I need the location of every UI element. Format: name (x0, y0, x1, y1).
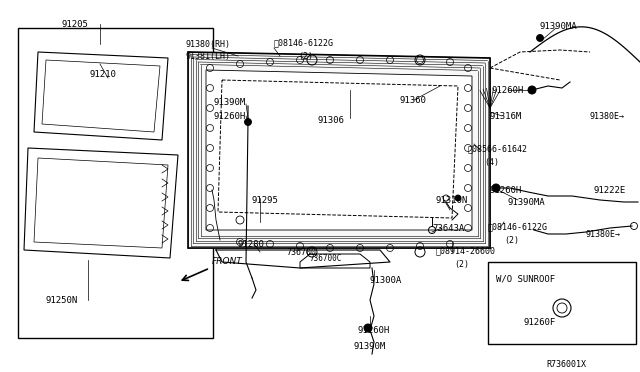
Text: Ⓢ08566-61642: Ⓢ08566-61642 (468, 144, 528, 153)
Text: 91250N: 91250N (46, 296, 78, 305)
Text: (2): (2) (298, 52, 313, 61)
Text: 91205: 91205 (62, 20, 89, 29)
Circle shape (492, 184, 500, 192)
Text: 91260H: 91260H (358, 326, 390, 335)
Text: 91380(RH): 91380(RH) (186, 40, 231, 49)
Text: 91380E→: 91380E→ (590, 112, 625, 121)
Text: 91381(LH): 91381(LH) (186, 52, 231, 61)
Text: 91390M: 91390M (214, 98, 246, 107)
Text: R736001X: R736001X (546, 360, 586, 369)
Text: 91380E→: 91380E→ (586, 230, 621, 239)
Text: 91210: 91210 (90, 70, 117, 79)
Text: 91260F: 91260F (524, 318, 556, 327)
Circle shape (455, 195, 461, 201)
Text: 91306: 91306 (318, 116, 345, 125)
Text: (2): (2) (504, 236, 519, 245)
Text: 736700C: 736700C (310, 254, 342, 263)
Text: 73643A: 73643A (432, 224, 464, 233)
Polygon shape (188, 52, 490, 248)
Text: 91260H: 91260H (490, 186, 522, 195)
Circle shape (536, 35, 543, 42)
Text: (4): (4) (484, 158, 499, 167)
Bar (18, 28, 213, 338)
Text: 91280: 91280 (238, 240, 265, 249)
Text: 91300A: 91300A (370, 276, 403, 285)
Text: W/O SUNROOF: W/O SUNROOF (496, 274, 555, 283)
Text: 91260H: 91260H (492, 86, 524, 95)
Text: 91295: 91295 (252, 196, 279, 205)
Text: 91310N: 91310N (436, 196, 468, 205)
Circle shape (244, 119, 252, 125)
Text: 91390M: 91390M (354, 342, 387, 351)
Circle shape (364, 324, 372, 332)
Text: Ⓜ08146-6122G: Ⓜ08146-6122G (488, 222, 548, 231)
Bar (488, 262, 636, 344)
Text: 91360: 91360 (400, 96, 427, 105)
Text: ⓝ08914-26600: ⓝ08914-26600 (436, 246, 496, 255)
Text: 736700: 736700 (286, 248, 316, 257)
Text: Ⓢ08146-6122G: Ⓢ08146-6122G (274, 38, 334, 47)
Polygon shape (206, 70, 472, 230)
Text: (2): (2) (454, 260, 469, 269)
Text: 91260H: 91260H (214, 112, 246, 121)
Text: FRONT: FRONT (212, 257, 243, 266)
Text: 91222E: 91222E (594, 186, 627, 195)
Circle shape (528, 86, 536, 94)
Text: 91316M: 91316M (490, 112, 522, 121)
Text: 91390MA: 91390MA (540, 22, 578, 31)
Text: 91390MA: 91390MA (508, 198, 546, 207)
